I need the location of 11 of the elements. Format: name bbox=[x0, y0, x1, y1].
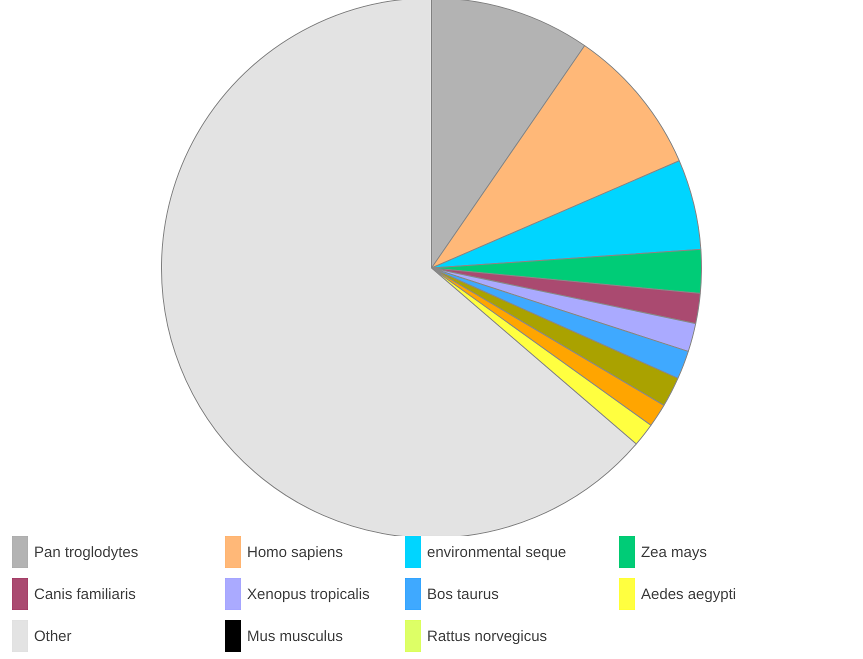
legend-label: Homo sapiens bbox=[247, 544, 343, 560]
legend-label: Bos taurus bbox=[427, 586, 499, 602]
legend-label: Zea mays bbox=[641, 544, 707, 560]
legend-label: Pan troglodytes bbox=[34, 544, 138, 560]
legend-label: Aedes aegypti bbox=[641, 586, 736, 602]
legend-label: environmental seque bbox=[427, 544, 566, 560]
legend-label: Rattus norvegicus bbox=[427, 628, 548, 644]
legend-label: Mus musculus bbox=[247, 628, 343, 644]
legend-label: Xenopus tropicalis bbox=[247, 586, 370, 602]
legend-label: Canis familiaris bbox=[34, 586, 136, 602]
legend-label: Other bbox=[34, 628, 72, 644]
